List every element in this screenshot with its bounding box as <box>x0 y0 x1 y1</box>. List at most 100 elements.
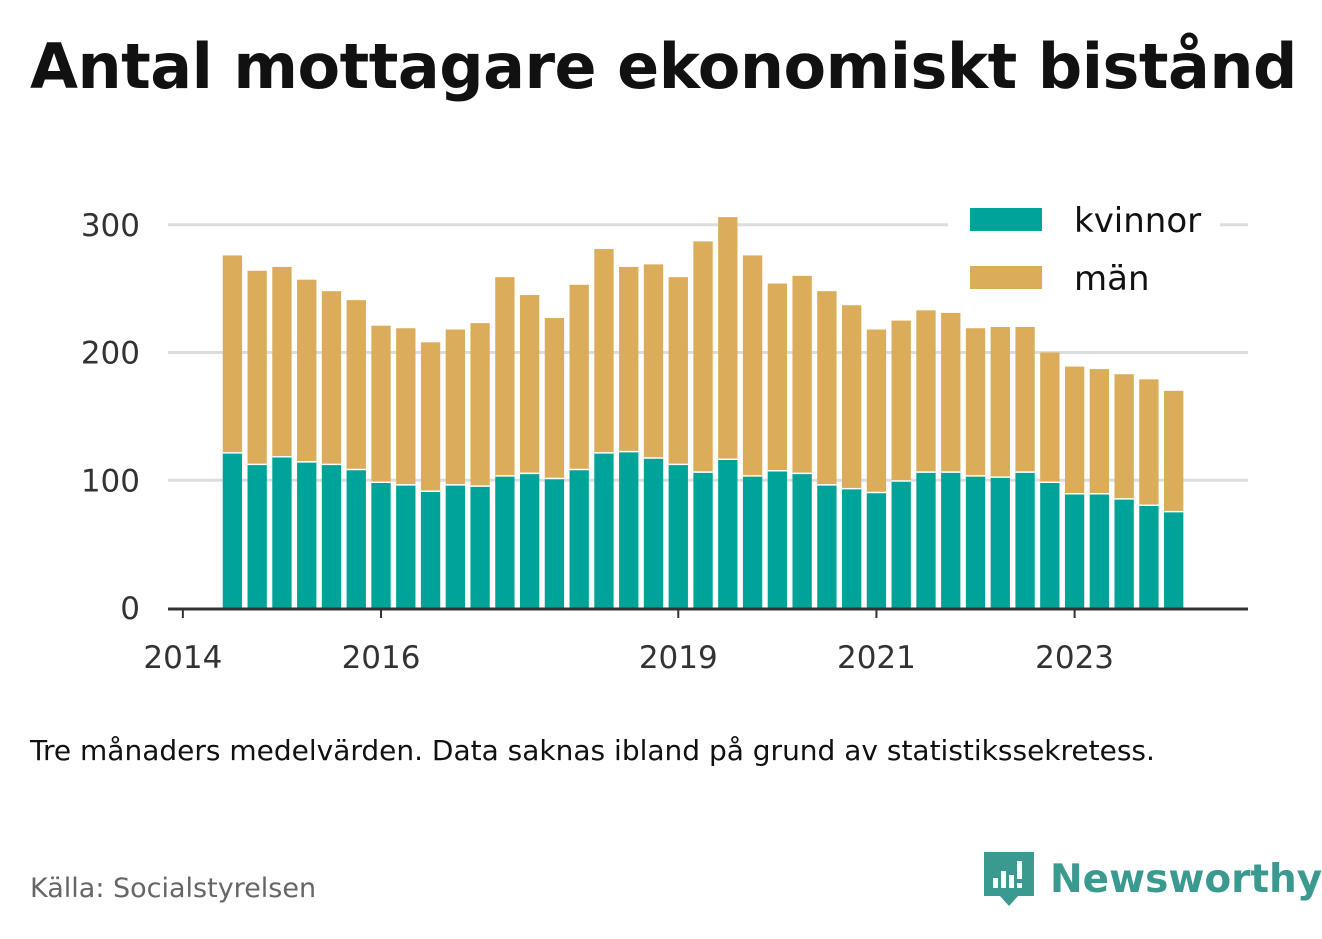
bar-män <box>1040 352 1060 482</box>
bar-kvinnor <box>470 485 490 608</box>
legend-label-män: män <box>1074 259 1150 299</box>
bar-kvinnor <box>1040 481 1060 608</box>
bar-kvinnor <box>990 476 1010 608</box>
bar-kvinnor <box>742 475 763 608</box>
bar-kvinnor <box>891 480 911 608</box>
bar-kvinnor <box>668 463 688 608</box>
newsworthy-logo-icon <box>984 852 1034 906</box>
bar-män <box>1064 366 1085 494</box>
bar-män <box>842 305 862 488</box>
bar-män <box>544 318 565 478</box>
bar-kvinnor <box>371 481 391 608</box>
legend-swatch-kvinnor <box>970 208 1042 231</box>
y-tick-label: 300 <box>81 208 140 244</box>
bar-män <box>297 279 317 462</box>
bar-kvinnor <box>346 468 366 608</box>
bar-kvinnor <box>643 457 664 608</box>
bar-män <box>792 275 812 473</box>
bar-män <box>346 300 366 469</box>
bar-män <box>941 312 961 472</box>
y-tick-label: 100 <box>81 463 140 499</box>
bar-män <box>519 295 540 473</box>
bar-män <box>222 255 243 453</box>
bar-män <box>495 277 515 476</box>
bar-män <box>668 277 688 464</box>
bar-kvinnor <box>619 450 639 608</box>
bar-kvinnor <box>817 484 837 608</box>
bar-män <box>1015 326 1035 472</box>
bar-män <box>1089 369 1110 494</box>
chart-title: Antal mottagare ekonomiskt bistånd <box>30 30 1297 103</box>
x-tick-label: 2016 <box>342 640 421 676</box>
bar-kvinnor <box>495 475 515 608</box>
bar-män <box>1114 374 1134 499</box>
bar-kvinnor <box>420 490 441 608</box>
bar-män <box>594 249 614 453</box>
legend-label-kvinnor: kvinnor <box>1074 201 1201 241</box>
bar-män <box>569 284 589 469</box>
bar-kvinnor <box>718 458 738 608</box>
legend: kvinnor män <box>948 196 1220 306</box>
bar-män <box>891 320 911 481</box>
bar-män <box>693 241 713 472</box>
bar-kvinnor <box>1164 510 1184 608</box>
bar-män <box>470 323 490 486</box>
bar-kvinnor <box>693 471 713 608</box>
bar-män <box>767 283 788 471</box>
legend-swatch-män <box>970 266 1042 289</box>
bar-män <box>445 329 465 485</box>
brand-name: Newsworthy <box>1050 856 1322 902</box>
bar-kvinnor <box>272 455 292 608</box>
bar-kvinnor <box>941 471 961 608</box>
bar-män <box>643 264 664 458</box>
bar-män <box>371 325 391 482</box>
bar-män <box>1164 390 1184 511</box>
bar-kvinnor <box>916 471 936 608</box>
bar-kvinnor <box>767 470 788 608</box>
bar-kvinnor <box>1114 498 1134 608</box>
bar-kvinnor <box>544 477 565 608</box>
y-tick-label: 200 <box>81 336 140 372</box>
bar-män <box>619 266 639 451</box>
bar-män <box>321 291 342 464</box>
x-tick-label: 2023 <box>1035 640 1114 676</box>
source-label: Källa: Socialstyrelsen <box>30 873 317 904</box>
y-tick-label: 0 <box>120 591 140 627</box>
bar-män <box>396 328 416 485</box>
bar-kvinnor <box>1015 471 1035 608</box>
bar-män <box>420 342 441 491</box>
bar-män <box>247 270 267 464</box>
bar-kvinnor <box>297 461 317 608</box>
bar-män <box>866 329 887 492</box>
bar-män <box>742 255 763 476</box>
bar-män <box>272 266 292 456</box>
bar-kvinnor <box>569 468 589 608</box>
bars <box>222 217 1184 608</box>
bar-kvinnor <box>321 463 342 608</box>
bar-kvinnor <box>866 491 887 608</box>
bar-kvinnor <box>594 452 614 608</box>
bar-kvinnor <box>1089 493 1110 608</box>
bar-kvinnor <box>965 475 986 608</box>
x-tick-label: 2019 <box>639 640 718 676</box>
axes: 0 100 200 300 2014 2016 2019 2021 2023 <box>81 208 1248 676</box>
bar-män <box>916 310 936 472</box>
bar-kvinnor <box>445 484 465 608</box>
bar-kvinnor <box>247 463 267 608</box>
bar-kvinnor <box>519 472 540 608</box>
bar-kvinnor <box>1139 504 1159 608</box>
bar-kvinnor <box>1064 493 1085 608</box>
bar-kvinnor <box>792 472 812 608</box>
bar-män <box>817 291 837 485</box>
x-tick-label: 2014 <box>143 640 222 676</box>
bar-män <box>990 326 1010 477</box>
x-tick-label: 2021 <box>837 640 916 676</box>
bar-män <box>1139 379 1159 505</box>
bar-kvinnor <box>396 484 416 608</box>
bar-män <box>718 217 738 459</box>
bar-kvinnor <box>222 452 243 608</box>
bar-män <box>965 328 986 476</box>
chart-note: Tre månaders medelvärden. Data saknas ib… <box>30 734 1155 767</box>
bar-kvinnor <box>842 487 862 608</box>
